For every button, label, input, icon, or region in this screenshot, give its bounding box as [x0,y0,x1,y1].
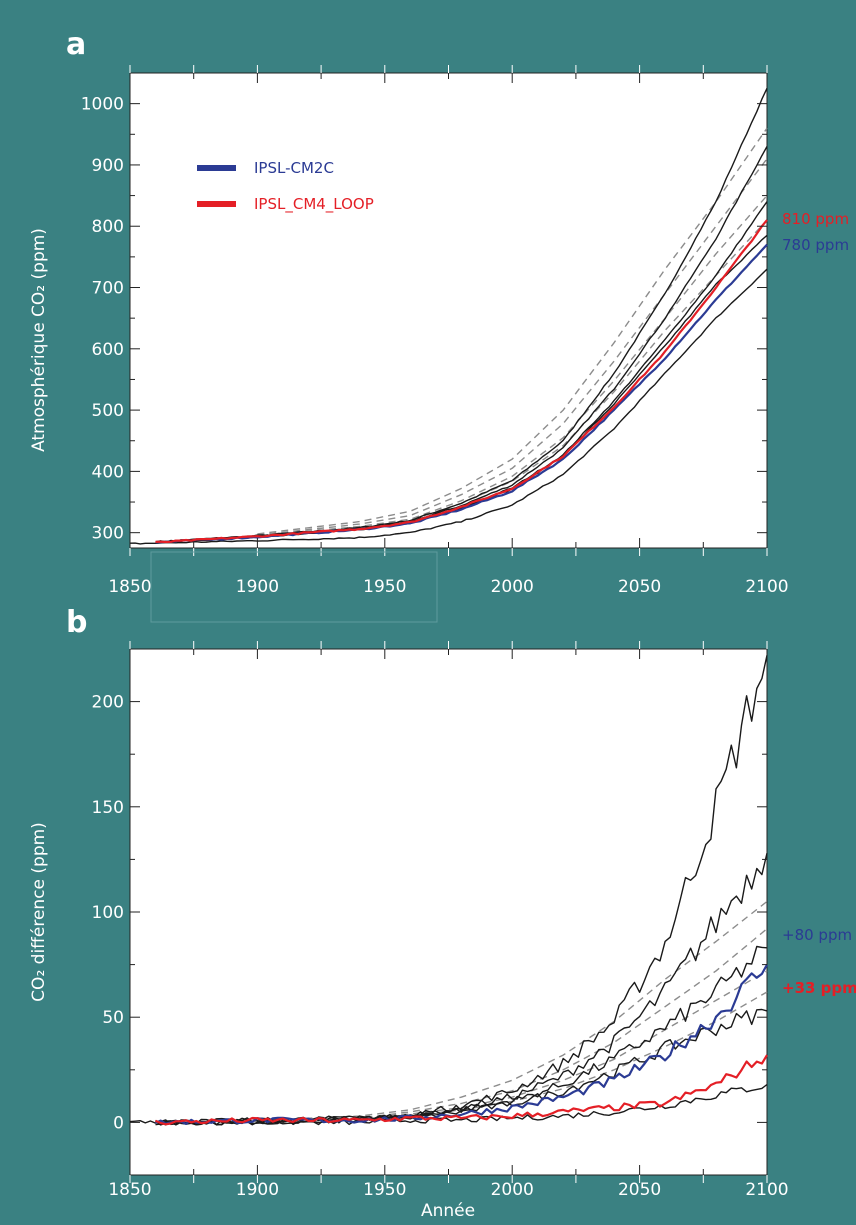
faint-frame [150,551,438,623]
model-line [129,268,768,545]
legend-label-ipsl-cm4-loop: IPSL_CM4_LOOP [254,195,374,214]
y-tick-label: 700 [92,279,124,299]
annotation-810-ppm: 810 ppm [782,210,849,228]
annotation-plus-80-ppm: +80 ppm [782,926,852,944]
y-tick-label: 100 [92,903,124,923]
y-tick-label: 400 [92,462,124,482]
y-tick-label: 600 [92,340,124,360]
panel-a-series [129,88,768,545]
model-line [155,1083,768,1126]
panel-b-series [129,655,768,1126]
series-line-ipsl-cm4-loop [155,1054,768,1126]
series-line-ipsl-cm4-loop [155,219,768,544]
x-tick-label: 2050 [618,1180,661,1200]
y-tick-label: 1000 [81,95,124,115]
x-tick-label: 1900 [236,577,279,597]
x-tick-label: 2000 [491,577,534,597]
y-tick-label: 200 [92,693,124,713]
panel-b-plot-area [129,648,768,1176]
panel-a-label: a [66,27,86,62]
y-tick-label: 900 [92,156,124,176]
dashed-model-line [257,158,768,536]
x-axis-label: Année [421,1201,475,1221]
panel-b-label: b [66,605,87,640]
x-tick-label: 2100 [745,577,788,597]
panel-b-ticks: 0 50 100 150 200 1850 1900 1950 2000 2050 2100 [92,641,789,1200]
x-tick-label: 1950 [363,577,406,597]
annotation-780-ppm: 780 ppm [782,236,849,254]
x-tick-label: 1900 [236,1180,279,1200]
panel-a-plot-area [129,72,768,549]
model-line [155,88,768,544]
series-line-ipsl-cm2c [155,243,768,544]
y-tick-label: 500 [92,401,124,421]
dashed-model-line [257,127,768,535]
x-tick-label: 2100 [745,1180,788,1200]
x-tick-label: 1850 [108,1180,151,1200]
y-tick-label: 150 [92,798,124,818]
annotation-plus-33-ppm: +33 ppm [782,979,856,997]
panel-a-ticks: 300 400 500 600 700 800 900 1000 1850 1900 1950 200… [81,65,789,597]
panel-b-y-axis-label: CO₂ différence (ppm) [29,822,49,1002]
x-tick-label: 1850 [108,577,151,597]
x-tick-label: 1950 [363,1180,406,1200]
y-tick-label: 50 [102,1008,124,1028]
y-tick-label: 0 [113,1113,124,1133]
model-line [155,1008,768,1126]
x-tick-label: 2050 [618,577,661,597]
y-tick-label: 800 [92,217,124,237]
panel-a-y-axis-label: Atmosphérique CO₂ (ppm) [29,228,49,452]
x-tick-label: 2000 [491,1180,534,1200]
dashed-model-line [257,195,768,537]
y-tick-label: 300 [92,524,124,544]
legend-label-ipsl-cm2c: IPSL-CM2C [254,159,334,177]
